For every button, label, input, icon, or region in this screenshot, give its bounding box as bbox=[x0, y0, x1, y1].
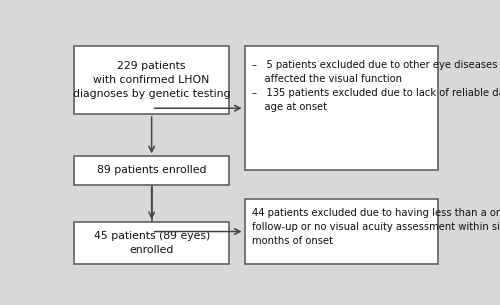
Text: 44 patients excluded due to having less than a one-year
follow-up or no visual a: 44 patients excluded due to having less … bbox=[252, 208, 500, 246]
Text: –   5 patients excluded due to other eye diseases that
    affected the visual f: – 5 patients excluded due to other eye d… bbox=[252, 60, 500, 112]
FancyBboxPatch shape bbox=[74, 46, 229, 114]
Text: 229 patients
with confirmed LHON
diagnoses by genetic testing: 229 patients with confirmed LHON diagnos… bbox=[73, 61, 231, 99]
FancyBboxPatch shape bbox=[244, 199, 438, 264]
Text: 89 patients enrolled: 89 patients enrolled bbox=[97, 166, 206, 175]
Text: 45 patients (89 eyes)
enrolled: 45 patients (89 eyes) enrolled bbox=[94, 231, 210, 255]
FancyBboxPatch shape bbox=[74, 222, 229, 264]
FancyBboxPatch shape bbox=[244, 46, 438, 170]
FancyBboxPatch shape bbox=[74, 156, 229, 185]
